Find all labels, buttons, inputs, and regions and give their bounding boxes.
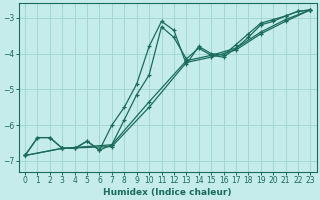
X-axis label: Humidex (Indice chaleur): Humidex (Indice chaleur) <box>103 188 232 197</box>
